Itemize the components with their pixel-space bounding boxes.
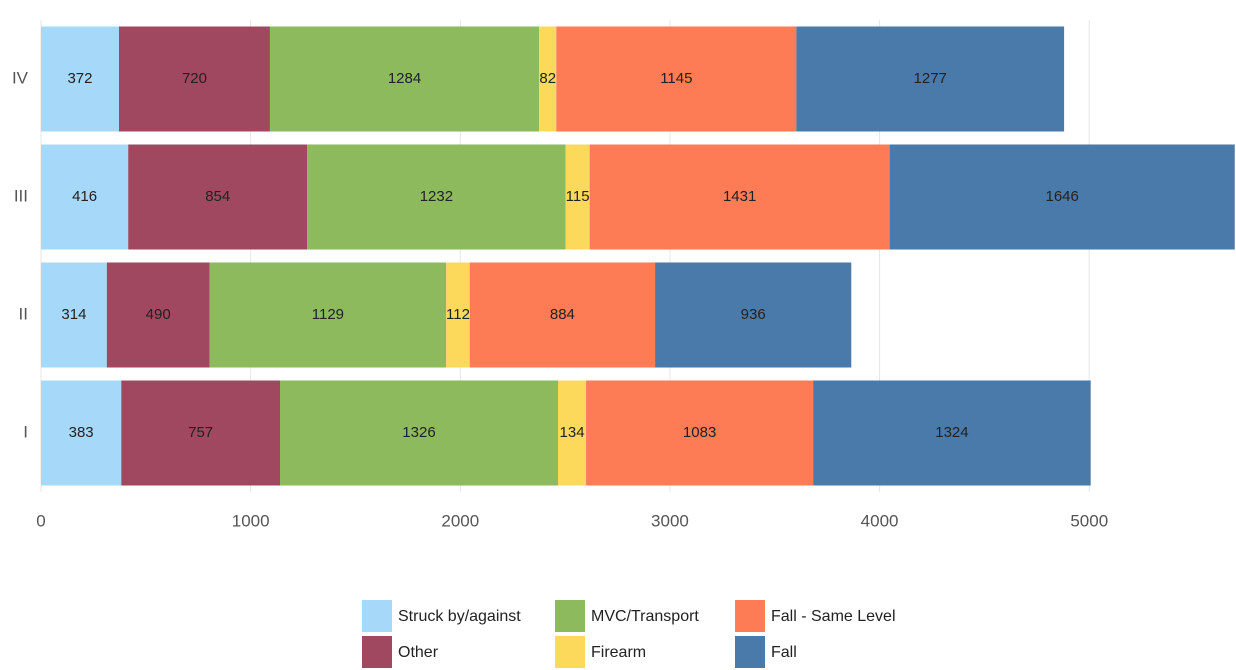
bar-segment <box>796 26 1065 132</box>
bar-segment <box>269 26 540 132</box>
x-tick-label: 1000 <box>232 511 270 530</box>
value-label: 1277 <box>914 70 947 87</box>
bar-segment <box>41 380 122 486</box>
value-label: 115 <box>566 188 590 205</box>
value-label: 314 <box>61 306 86 323</box>
bar-segment <box>539 26 557 132</box>
bar-segment <box>209 262 447 368</box>
value-label: 383 <box>69 424 94 441</box>
x-tick-label: 0 <box>36 511 45 530</box>
x-tick-label: 5000 <box>1070 511 1108 530</box>
y-tick-label: IV <box>12 68 29 87</box>
legend-swatch <box>362 600 392 632</box>
bar-segment <box>813 380 1091 486</box>
value-label: 1646 <box>1046 188 1079 205</box>
x-tick-label: 2000 <box>441 511 479 530</box>
value-label: 134 <box>560 424 585 441</box>
value-label: 1324 <box>935 424 968 441</box>
legend-label: Fall - Same Level <box>771 608 896 625</box>
x-tick-label: 3000 <box>651 511 689 530</box>
legend-swatch <box>735 636 765 668</box>
y-tick-label: III <box>14 186 28 205</box>
bar-segment <box>106 262 210 368</box>
legend-swatch <box>735 600 765 632</box>
y-tick-label: I <box>23 422 28 441</box>
bar-segment <box>121 380 280 486</box>
value-label: 82 <box>539 70 556 87</box>
value-label: 372 <box>67 70 92 87</box>
bar-segment <box>655 262 852 368</box>
legend-label: Fall <box>771 644 797 661</box>
legend-label: MVC/Transport <box>591 608 699 625</box>
bar-segment <box>469 262 656 368</box>
bar-segment <box>41 26 119 132</box>
bar-segment <box>589 144 890 250</box>
bar-segment <box>889 144 1235 250</box>
bar-segment <box>307 144 566 250</box>
legend-label: Other <box>398 644 439 661</box>
legend-swatch <box>362 636 392 668</box>
value-label: 757 <box>188 424 213 441</box>
bar-segment <box>41 262 107 368</box>
legend-label: Firearm <box>591 644 646 661</box>
x-tick-label: 4000 <box>861 511 899 530</box>
value-label: 1129 <box>312 306 344 323</box>
value-label: 720 <box>182 70 207 87</box>
value-label: 884 <box>550 306 575 323</box>
bar-segment <box>586 380 814 486</box>
legend-swatch <box>555 636 585 668</box>
value-label: 1284 <box>388 70 421 87</box>
value-label: 490 <box>146 306 171 323</box>
bar-segment <box>128 144 308 250</box>
bar-segment <box>41 144 129 250</box>
bar-segment <box>556 26 797 132</box>
value-label: 1083 <box>683 424 716 441</box>
y-tick-label: II <box>19 304 28 323</box>
value-label: 416 <box>72 188 97 205</box>
value-label: 1145 <box>660 70 692 87</box>
value-label: 936 <box>741 306 766 323</box>
value-label: 112 <box>446 306 470 323</box>
bar-segment <box>446 262 470 368</box>
legend-swatch <box>555 600 585 632</box>
value-label: 854 <box>205 188 230 205</box>
value-label: 1232 <box>420 188 453 205</box>
value-label: 1431 <box>723 188 756 205</box>
bar-segment <box>557 380 587 486</box>
bar-segment <box>118 26 270 132</box>
value-label: 1326 <box>402 424 435 441</box>
legend-label: Struck by/against <box>398 608 521 625</box>
bar-segment <box>565 144 590 250</box>
bar-segment <box>280 380 558 486</box>
